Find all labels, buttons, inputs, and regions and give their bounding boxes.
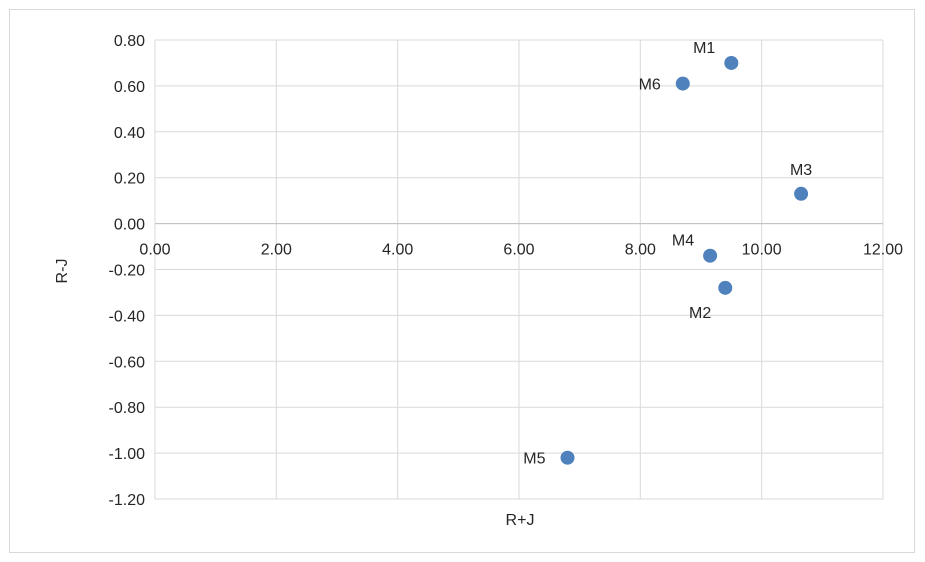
y-tick-label: -0.20: [109, 263, 146, 280]
y-axis-title: R-J: [54, 259, 71, 284]
data-label-m4: M4: [672, 233, 694, 250]
data-point-m4: [703, 248, 718, 263]
data-points: [560, 55, 809, 465]
data-labels: M1 M2 M3 M4 M5 M6: [523, 40, 812, 468]
data-point-m6: [675, 76, 690, 91]
x-tick-label: 2.00: [261, 242, 292, 259]
y-tick-label: -0.80: [109, 400, 146, 417]
y-tick-label: -1.20: [109, 492, 146, 509]
y-tick-label: 0.00: [114, 217, 145, 234]
y-tick-label: -0.40: [109, 308, 146, 325]
data-point-m5: [560, 450, 575, 465]
x-tick-label: 0.00: [139, 242, 170, 259]
x-tick-label: 4.00: [382, 242, 413, 259]
x-tick-labels: 0.00 2.00 4.00 6.00 8.00 10.00 12.00: [139, 242, 903, 259]
data-label-m3: M3: [790, 162, 812, 179]
x-tick-label: 10.00: [742, 242, 782, 259]
gridlines: [154, 39, 884, 500]
x-tick-label: 12.00: [863, 242, 903, 259]
x-tick-label: 6.00: [503, 242, 534, 259]
data-label-m2: M2: [689, 305, 711, 322]
data-label-m6: M6: [639, 77, 661, 94]
y-tick-label: 0.40: [114, 125, 145, 142]
chart-area: [9, 9, 915, 553]
data-label-m5: M5: [523, 451, 545, 468]
y-tick-labels: 0.80 0.60 0.40 0.20 0.00 -0.20 -0.40 -0.60 -0.80…: [109, 33, 146, 509]
data-point-m3: [794, 186, 809, 201]
x-tick-label: 8.00: [625, 242, 656, 259]
y-tick-label: 0.80: [114, 33, 145, 50]
data-point-m2: [718, 280, 733, 295]
data-point-m1: [724, 55, 739, 70]
y-tick-label: -1.00: [109, 446, 146, 463]
y-tick-label: 0.20: [114, 171, 145, 188]
data-label-m1: M1: [693, 40, 715, 57]
y-tick-label: 0.60: [114, 79, 145, 96]
y-tick-label: -0.60: [109, 354, 146, 371]
x-axis-title: R+J: [506, 512, 535, 529]
